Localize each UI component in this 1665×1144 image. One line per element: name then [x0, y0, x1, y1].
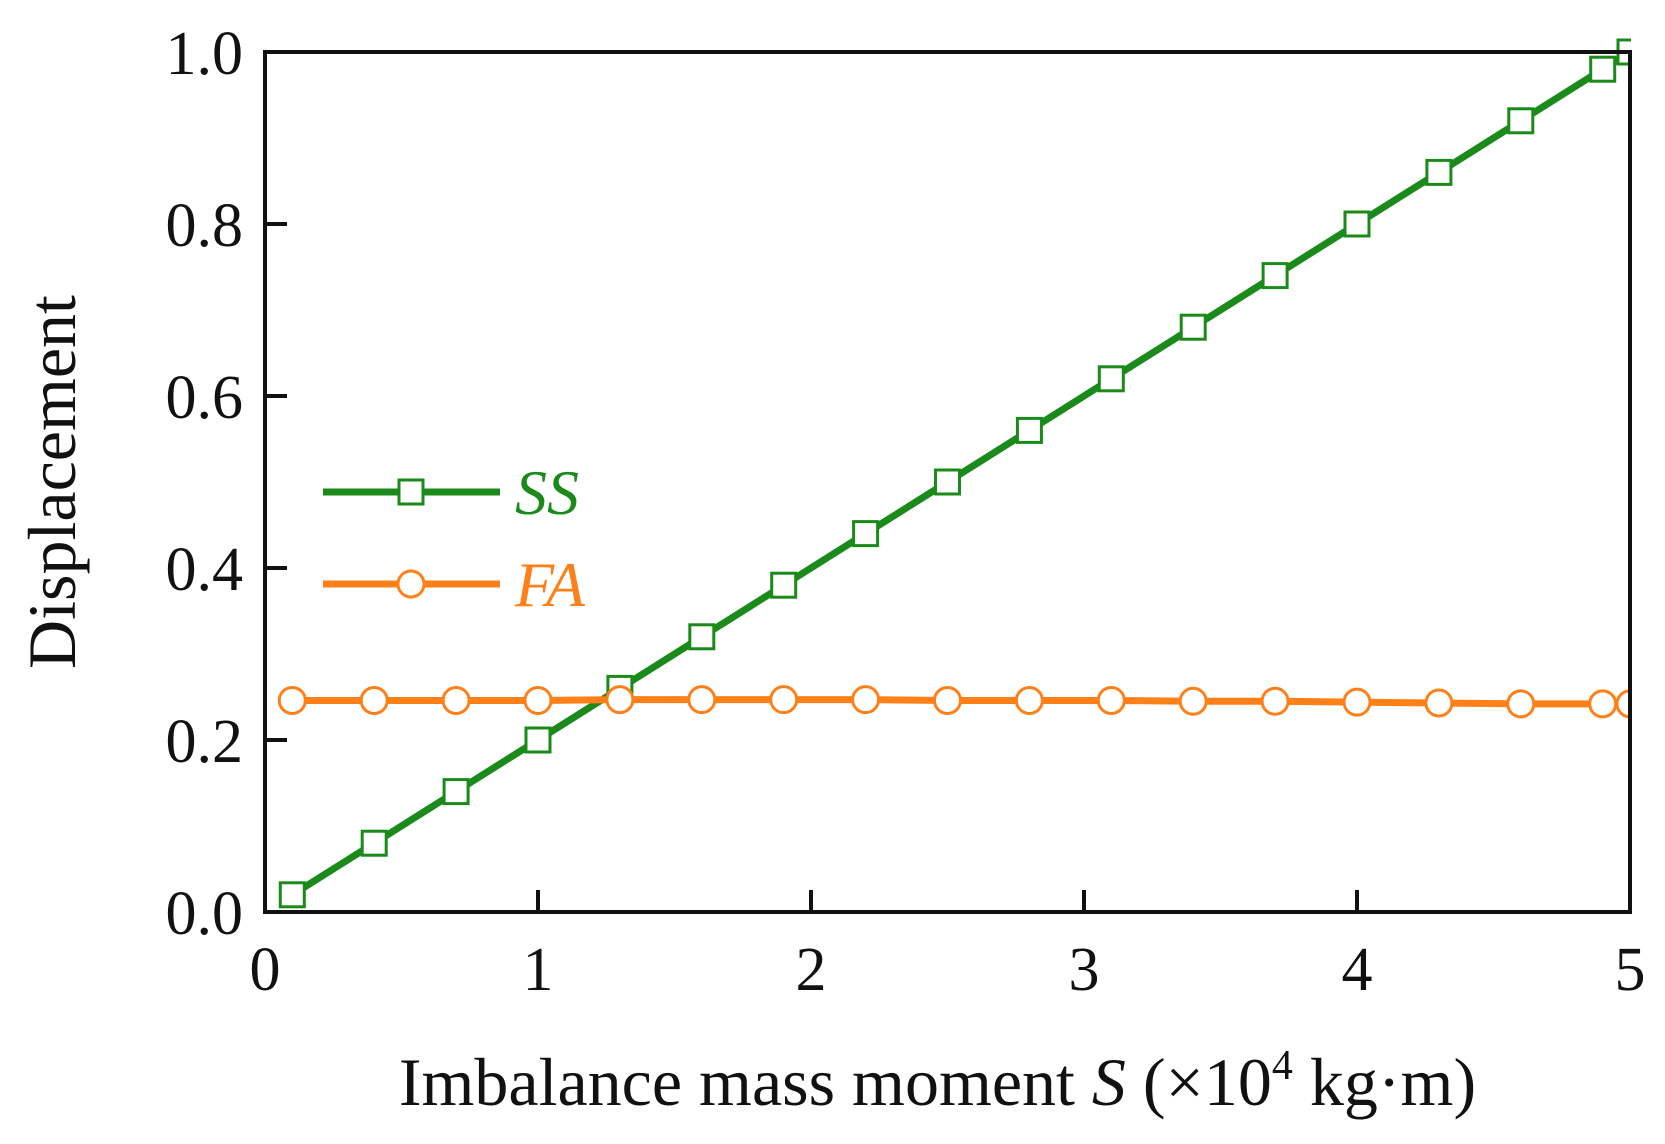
series-fa [277, 685, 1631, 719]
data-point-fa [277, 685, 307, 715]
data-point-fa [1506, 689, 1536, 719]
x-tick-label: 1 [523, 936, 554, 1004]
data-point-fa [1342, 687, 1372, 717]
data-point-ss [360, 829, 388, 857]
data-point-fa [1096, 685, 1126, 715]
y-tick-label: 0.6 [166, 364, 244, 432]
legend-item-ss: SS [323, 457, 579, 528]
x-tick-label: 2 [796, 936, 827, 1004]
data-point-fa [1588, 689, 1618, 719]
data-point-ss [278, 881, 306, 909]
data-point-ss [1179, 313, 1207, 341]
data-point-ss [1589, 55, 1617, 83]
data-point-fa [1424, 688, 1454, 718]
data-point-fa [605, 685, 635, 715]
data-point-fa [359, 685, 389, 715]
data-point-fa [687, 685, 717, 715]
x-tick-label: 4 [1342, 936, 1373, 1004]
x-axis-title-exponent: 4 [1272, 1043, 1293, 1089]
data-point-fa [851, 685, 881, 715]
legend-marker-fa [396, 569, 426, 599]
data-point-ss [1507, 107, 1535, 135]
y-tick-label: 0.8 [166, 192, 244, 260]
x-tick-label: 5 [1615, 936, 1646, 1004]
data-point-fa [1260, 686, 1290, 716]
data-point-ss [688, 623, 716, 651]
x-axis-title: Imbalance mass moment S (×104 kg·m) [399, 1043, 1476, 1120]
data-point-ss [934, 468, 961, 496]
legend-item-fa: FA [323, 549, 586, 620]
y-axis-title: Displacement [14, 295, 90, 669]
data-point-ss [1015, 416, 1043, 444]
series-layer [277, 38, 1631, 909]
x-axis-title-unit-close: kg·m) [1293, 1044, 1476, 1120]
legend-label-ss: SS [515, 457, 579, 528]
data-point-fa [1178, 686, 1208, 716]
data-point-fa [523, 685, 553, 715]
data-point-ss [852, 520, 880, 548]
y-tick-label: 1.0 [166, 20, 244, 88]
legend-label-fa: FA [514, 549, 586, 620]
x-axis-title-unit-open: (×10 [1126, 1044, 1272, 1120]
data-point-ss [1343, 210, 1371, 238]
legend-marker-ss [397, 478, 425, 506]
series-line-ss [290, 49, 1631, 898]
y-tick-label: 0.2 [166, 708, 244, 776]
ticks-layer: 0 1 2 3 4 5 0.0 0.2 0.4 0.6 0.8 1.0 [166, 20, 1646, 1004]
legend: SS FA [323, 457, 586, 620]
data-point-ss [1261, 262, 1289, 290]
data-point-fa [441, 685, 471, 715]
data-point-fa [1014, 685, 1044, 715]
x-axis-title-symbol: S [1092, 1044, 1126, 1120]
data-point-ss [442, 778, 470, 806]
data-point-ss [1425, 158, 1453, 186]
x-tick-label: 3 [1069, 936, 1100, 1004]
data-point-fa [933, 685, 962, 715]
data-point-ss [1097, 365, 1125, 393]
x-tick-label: 0 [250, 936, 281, 1004]
y-tick-label: 0.0 [166, 880, 244, 948]
plot-frame [263, 50, 1632, 914]
data-point-fa [769, 685, 799, 715]
data-point-ss [770, 571, 798, 599]
y-tick-label: 0.4 [166, 536, 244, 604]
x-axis-title-prefix: Imbalance mass moment [399, 1044, 1092, 1120]
data-point-ss [524, 726, 552, 754]
